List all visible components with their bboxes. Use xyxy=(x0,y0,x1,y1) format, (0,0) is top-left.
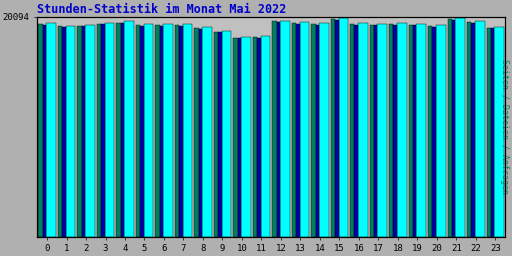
Bar xyxy=(202,27,212,237)
Bar xyxy=(428,26,433,237)
Bar xyxy=(495,27,504,237)
Bar xyxy=(472,23,475,237)
Bar xyxy=(491,28,495,237)
Bar xyxy=(447,19,452,237)
Bar xyxy=(222,31,231,237)
Bar xyxy=(136,25,140,237)
Bar xyxy=(433,27,436,237)
Bar xyxy=(66,26,75,237)
Bar xyxy=(62,27,66,237)
Bar xyxy=(160,26,163,237)
Bar xyxy=(354,25,358,237)
Bar xyxy=(179,26,183,237)
Bar xyxy=(199,29,202,237)
Bar xyxy=(252,37,257,237)
Bar xyxy=(311,24,315,237)
Bar xyxy=(319,23,329,237)
Bar xyxy=(377,24,387,237)
Bar xyxy=(155,25,160,237)
Bar xyxy=(335,20,338,237)
Bar xyxy=(194,28,199,237)
Bar xyxy=(104,23,114,237)
Bar xyxy=(436,25,445,237)
Bar xyxy=(46,24,56,237)
Bar xyxy=(175,25,179,237)
Y-axis label: Seiten / Dateien / Anfragen: Seiten / Dateien / Anfragen xyxy=(500,59,509,194)
Bar xyxy=(456,18,465,237)
Bar xyxy=(218,32,222,237)
Bar xyxy=(452,20,456,237)
Text: Stunden-Statistik im Monat Mai 2022: Stunden-Statistik im Monat Mai 2022 xyxy=(37,3,287,16)
Bar xyxy=(315,25,319,237)
Bar xyxy=(416,24,426,237)
Bar xyxy=(292,23,296,237)
Bar xyxy=(140,26,143,237)
Bar xyxy=(121,24,124,237)
Bar xyxy=(374,25,377,237)
Bar xyxy=(296,24,300,237)
Bar xyxy=(261,36,270,237)
Bar xyxy=(331,19,335,237)
Bar xyxy=(280,20,290,237)
Bar xyxy=(257,38,261,237)
Bar xyxy=(58,26,62,237)
Bar xyxy=(238,38,241,237)
Bar xyxy=(350,24,354,237)
Bar xyxy=(85,25,95,237)
Bar xyxy=(409,25,413,237)
Bar xyxy=(42,25,46,237)
Bar xyxy=(163,24,173,237)
Bar xyxy=(358,23,368,237)
Bar xyxy=(486,28,491,237)
Bar xyxy=(394,25,397,237)
Bar xyxy=(101,24,104,237)
Bar xyxy=(241,37,251,237)
Bar xyxy=(116,23,121,237)
Bar xyxy=(467,22,472,237)
Bar xyxy=(300,22,309,237)
Bar xyxy=(124,22,134,237)
Bar xyxy=(143,24,153,237)
Bar xyxy=(272,22,276,237)
Bar xyxy=(183,24,192,237)
Bar xyxy=(77,26,81,237)
Bar xyxy=(81,26,85,237)
Bar xyxy=(475,21,484,237)
Bar xyxy=(97,24,101,237)
Bar xyxy=(38,24,42,237)
Bar xyxy=(413,25,416,237)
Bar xyxy=(338,18,348,237)
Bar xyxy=(276,22,280,237)
Bar xyxy=(389,24,394,237)
Bar xyxy=(397,23,407,237)
Bar xyxy=(214,31,218,237)
Bar xyxy=(370,25,374,237)
Bar xyxy=(233,38,238,237)
